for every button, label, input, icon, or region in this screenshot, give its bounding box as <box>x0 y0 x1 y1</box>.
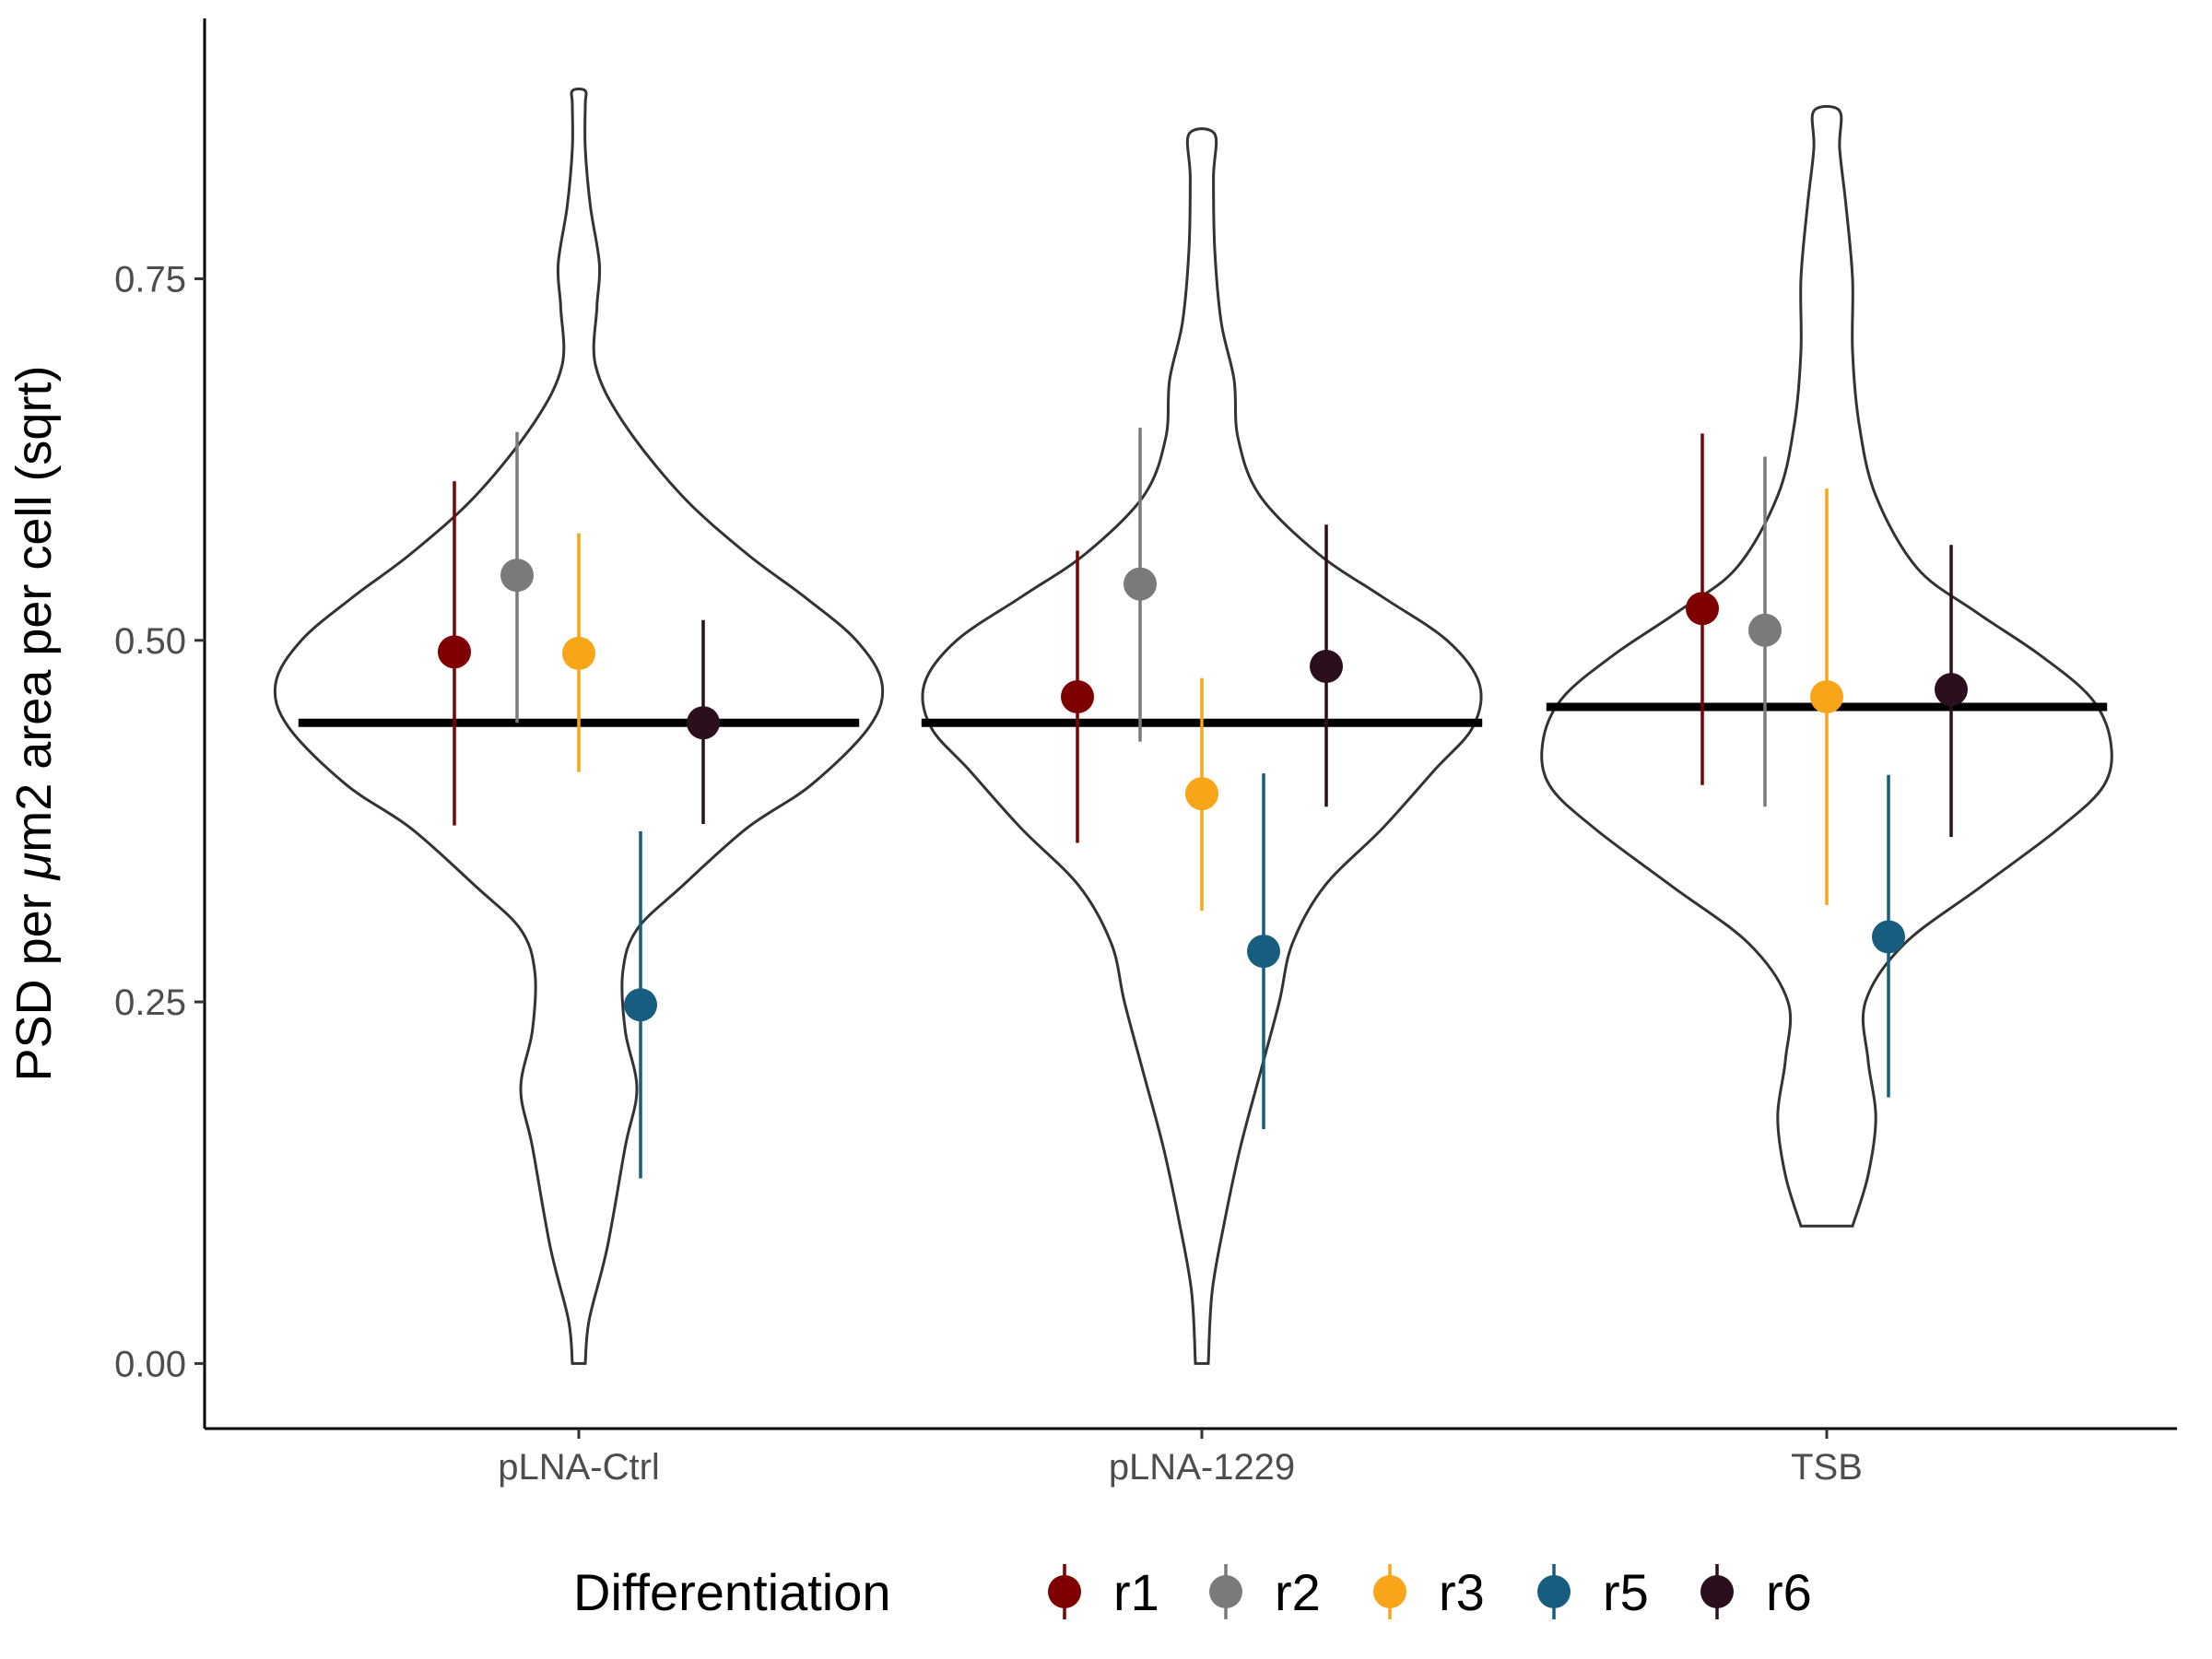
y-axis-title-mu: μ <box>6 853 62 882</box>
y-tick-label: 0.75 <box>114 259 186 300</box>
legend-key-point-r1 <box>1048 1575 1081 1608</box>
point-r3-TSB <box>1810 679 1843 713</box>
point-r2-pLNA-1229 <box>1124 567 1157 601</box>
point-r3-pLNA-Ctrl <box>562 636 595 670</box>
legend-title: Differentiation <box>573 1563 891 1621</box>
x-tick-label: pLNA-1229 <box>1109 1447 1295 1488</box>
legend-label-r1: r1 <box>1113 1563 1159 1621</box>
point-r2-pLNA-Ctrl <box>500 559 534 593</box>
y-axis-title-suffix: m2 area per cell (sqrt) <box>6 366 62 853</box>
legend-label-r3: r3 <box>1439 1563 1485 1621</box>
violin-TSB <box>1540 104 2113 1228</box>
legend-key-point-r6 <box>1700 1575 1734 1608</box>
point-r5-pLNA-Ctrl <box>624 988 657 1022</box>
point-r1-pLNA-1229 <box>1061 679 1094 713</box>
plot-area <box>273 88 2113 1365</box>
point-r1-TSB <box>1686 592 1719 626</box>
point-r6-pLNA-Ctrl <box>687 706 720 740</box>
point-r6-pLNA-1229 <box>1310 650 1343 684</box>
legend-key-point-r3 <box>1373 1575 1406 1608</box>
point-r2-TSB <box>1748 613 1782 647</box>
violin-pLNA-1229 <box>921 127 1483 1365</box>
axes: 0.00 0.25 0.50 0.75 pLNA-Ctrl pLNA-1229 TSB <box>114 18 2177 1488</box>
point-r1-pLNA-Ctrl <box>438 635 471 669</box>
y-tick-label: 0.25 <box>114 982 186 1023</box>
legend-label-r2: r2 <box>1275 1563 1321 1621</box>
y-tick-label: 0.00 <box>114 1344 186 1384</box>
x-tick-label: TSB <box>1791 1447 1863 1488</box>
violin-pLNA-Ctrl <box>273 88 885 1365</box>
point-r5-TSB <box>1872 920 1905 954</box>
legend-key-point-r5 <box>1537 1575 1571 1608</box>
y-tick-label: 0.50 <box>114 621 186 662</box>
legend-label-r5: r5 <box>1603 1563 1649 1621</box>
y-axis-title: PSD per μm2 area per cell (sqrt) <box>6 366 62 1082</box>
point-r6-TSB <box>1935 673 1968 707</box>
legend-key-point-r2 <box>1209 1575 1242 1608</box>
legend-label-r6: r6 <box>1766 1563 1812 1621</box>
x-tick-label: pLNA-Ctrl <box>498 1447 660 1488</box>
legend: Differentiation r1 r2 r3 r5 r6 <box>573 1563 1812 1621</box>
point-r5-pLNA-1229 <box>1247 935 1280 969</box>
y-axis-title-prefix: PSD per <box>6 879 62 1081</box>
point-r3-pLNA-1229 <box>1185 777 1218 811</box>
